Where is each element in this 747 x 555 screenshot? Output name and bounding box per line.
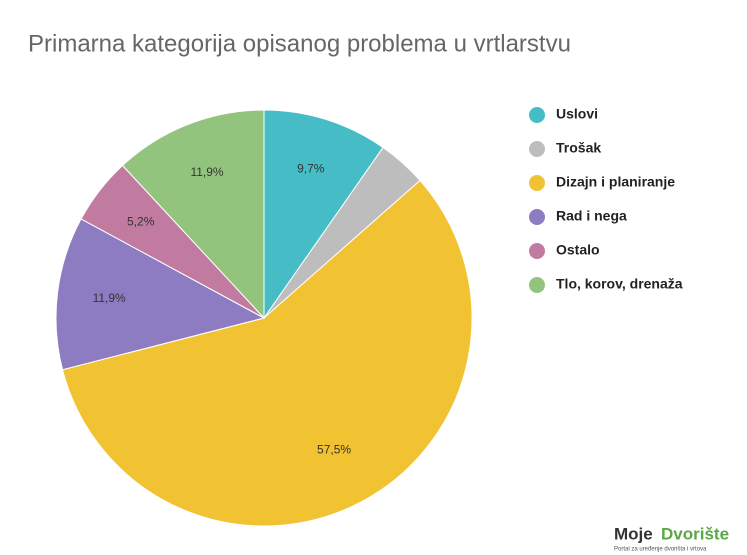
legend-label: Rad i nega bbox=[556, 208, 627, 224]
legend-label: Trošak bbox=[556, 140, 601, 156]
slice-label: 11,9% bbox=[190, 165, 223, 179]
slice-label: 9,7% bbox=[297, 161, 325, 175]
legend-label: Uslovi bbox=[556, 106, 598, 122]
slice-label: 5,2% bbox=[127, 215, 155, 229]
legend-marker bbox=[529, 209, 545, 225]
legend-label: Tlo, korov, drenaža bbox=[556, 276, 683, 292]
legend-marker bbox=[529, 175, 545, 191]
legend-marker bbox=[529, 107, 545, 123]
pie-slice bbox=[263, 109, 384, 320]
chart-title: Primarna kategorija opisanog problema u … bbox=[28, 30, 571, 57]
legend-marker bbox=[529, 243, 545, 259]
legend-label: Ostalo bbox=[556, 242, 600, 258]
slice-label: 11,9% bbox=[93, 291, 126, 305]
logo-second: Dvorište bbox=[661, 524, 729, 543]
slice-label: 57,5% bbox=[317, 443, 351, 457]
legend-marker bbox=[529, 277, 545, 293]
logo-first: Moje bbox=[614, 524, 653, 543]
pie-slice bbox=[55, 218, 266, 371]
logo-tagline: Portal za uređenje dvorišta i vrtova bbox=[614, 547, 707, 553]
legend-marker bbox=[529, 141, 545, 157]
legend-label: Dizajn i planiranje bbox=[556, 174, 675, 190]
pie-slice bbox=[61, 179, 473, 527]
pie-slice bbox=[121, 109, 265, 320]
